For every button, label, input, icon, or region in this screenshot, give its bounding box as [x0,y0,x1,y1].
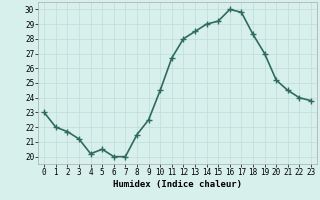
X-axis label: Humidex (Indice chaleur): Humidex (Indice chaleur) [113,180,242,189]
